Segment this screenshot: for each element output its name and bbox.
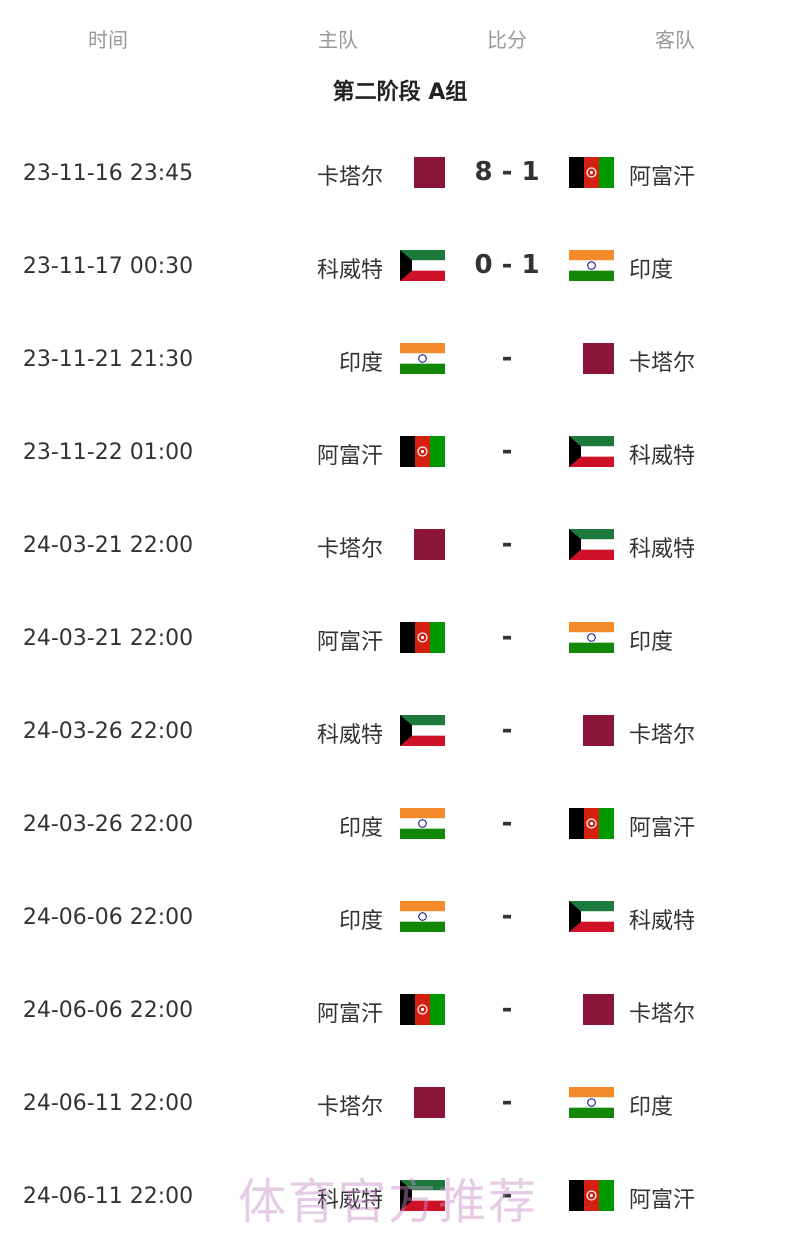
afghanistan-flag-icon (569, 808, 614, 839)
header-home: 主队 (318, 28, 358, 52)
home-team: 卡塔尔 (316, 537, 383, 562)
match-score: 0 - 1 (474, 250, 540, 280)
away-team: 科威特 (629, 537, 696, 562)
afghanistan-flag-icon (400, 994, 445, 1025)
match-row[interactable]: 23-11-22 01:00 阿富汗 - 科威特 (0, 422, 800, 482)
home-team: 科威特 (316, 258, 383, 283)
match-time: 23-11-17 00:30 (22, 254, 194, 279)
kuwait-flag-icon (569, 901, 614, 932)
india-flag-icon (400, 808, 445, 839)
match-row[interactable]: 24-06-06 22:00 阿富汗 - 卡塔尔 (0, 980, 800, 1040)
match-score: - (501, 1180, 513, 1210)
away-team: 印度 (629, 1095, 674, 1120)
header-time: 时间 (88, 28, 128, 52)
away-team: 科威特 (629, 909, 696, 934)
qatar-flag-icon (400, 157, 445, 188)
away-team: 卡塔尔 (629, 1002, 696, 1027)
match-score: 8 - 1 (474, 157, 540, 187)
kuwait-flag-icon (569, 436, 614, 467)
home-team: 卡塔尔 (316, 165, 383, 190)
match-score: - (501, 622, 513, 652)
match-time: 24-06-06 22:00 (22, 905, 194, 930)
match-row[interactable]: 23-11-16 23:45 卡塔尔 8 - 1 阿富汗 (0, 143, 800, 203)
kuwait-flag-icon (400, 715, 445, 746)
match-row[interactable]: 24-03-21 22:00 阿富汗 - 印度 (0, 608, 800, 668)
home-team: 科威特 (316, 723, 383, 748)
match-time: 24-06-11 22:00 (22, 1091, 194, 1116)
match-row[interactable]: 23-11-17 00:30 科威特 0 - 1 印度 (0, 236, 800, 296)
qatar-flag-icon (400, 529, 445, 560)
away-team: 科威特 (629, 444, 696, 469)
home-team: 卡塔尔 (316, 1095, 383, 1120)
qatar-flag-icon (569, 994, 614, 1025)
away-team: 卡塔尔 (629, 351, 696, 376)
match-score: - (501, 808, 513, 838)
away-team: 印度 (629, 258, 674, 283)
match-time: 23-11-21 21:30 (22, 347, 194, 372)
header-score: 比分 (487, 28, 527, 52)
away-team: 印度 (629, 630, 674, 655)
kuwait-flag-icon (400, 1180, 445, 1211)
afghanistan-flag-icon (569, 157, 614, 188)
india-flag-icon (400, 343, 445, 374)
home-team: 印度 (338, 909, 383, 934)
home-team: 印度 (338, 816, 383, 841)
match-score: - (501, 715, 513, 745)
match-time: 23-11-16 23:45 (22, 161, 194, 186)
away-team: 阿富汗 (629, 1188, 696, 1213)
match-row[interactable]: 24-03-26 22:00 科威特 - 卡塔尔 (0, 701, 800, 761)
india-flag-icon (400, 901, 445, 932)
qatar-flag-icon (569, 715, 614, 746)
match-score: - (501, 1087, 513, 1117)
kuwait-flag-icon (569, 529, 614, 560)
match-score: - (501, 529, 513, 559)
home-team: 阿富汗 (316, 1002, 383, 1027)
kuwait-flag-icon (400, 250, 445, 281)
home-team: 印度 (338, 351, 383, 376)
away-team: 卡塔尔 (629, 723, 696, 748)
match-score: - (501, 901, 513, 931)
match-time: 24-03-21 22:00 (22, 533, 194, 558)
india-flag-icon (569, 1087, 614, 1118)
home-team: 阿富汗 (316, 444, 383, 469)
header-away: 客队 (655, 28, 695, 52)
match-time: 24-03-26 22:00 (22, 719, 194, 744)
qatar-flag-icon (569, 343, 614, 374)
afghanistan-flag-icon (400, 622, 445, 653)
afghanistan-flag-icon (400, 436, 445, 467)
match-time: 24-03-26 22:00 (22, 812, 194, 837)
match-row[interactable]: 24-03-21 22:00 卡塔尔 - 科威特 (0, 515, 800, 575)
afghanistan-flag-icon (569, 1180, 614, 1211)
match-score: - (501, 436, 513, 466)
match-row[interactable]: 23-11-21 21:30 印度 - 卡塔尔 (0, 329, 800, 389)
away-team: 阿富汗 (629, 816, 696, 841)
match-time: 24-03-21 22:00 (22, 626, 194, 651)
match-row[interactable]: 24-06-11 22:00 卡塔尔 - 印度 (0, 1073, 800, 1133)
india-flag-icon (569, 622, 614, 653)
match-row[interactable]: 24-06-06 22:00 印度 - 科威特 (0, 887, 800, 947)
match-time: 23-11-22 01:00 (22, 440, 194, 465)
match-row[interactable]: 24-06-11 22:00 科威特 - 阿富汗 (0, 1166, 800, 1226)
match-row[interactable]: 24-03-26 22:00 印度 - 阿富汗 (0, 794, 800, 854)
match-score: - (501, 343, 513, 373)
away-team: 阿富汗 (629, 165, 696, 190)
match-time: 24-06-11 22:00 (22, 1184, 194, 1209)
match-score: - (501, 994, 513, 1024)
home-team: 阿富汗 (316, 630, 383, 655)
home-team: 科威特 (316, 1188, 383, 1213)
match-time: 24-06-06 22:00 (22, 998, 194, 1023)
india-flag-icon (569, 250, 614, 281)
group-title: 第二阶段 A组 (332, 80, 468, 105)
qatar-flag-icon (400, 1087, 445, 1118)
